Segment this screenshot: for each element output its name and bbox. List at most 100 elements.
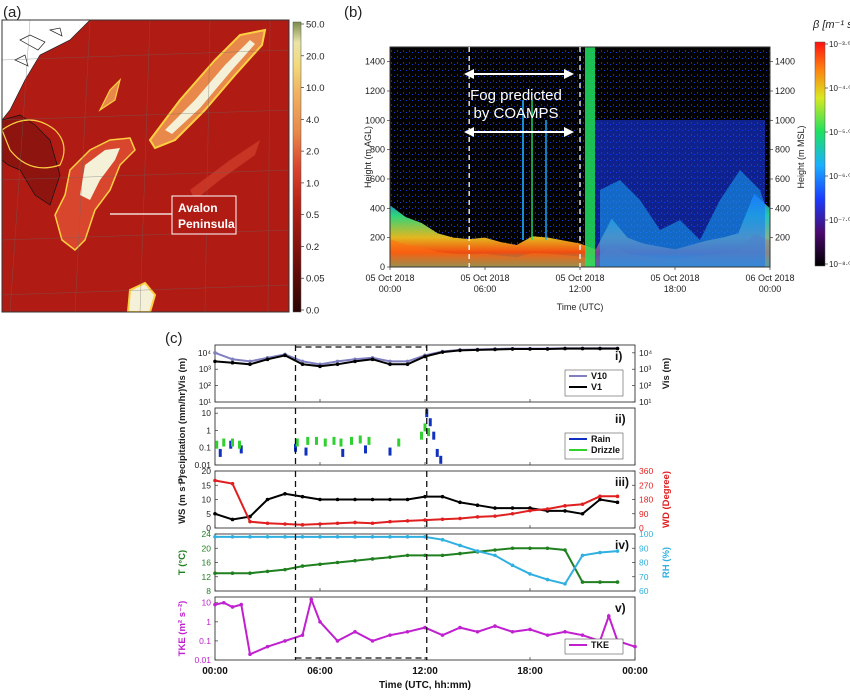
series-point-tke bbox=[405, 630, 410, 634]
series-point-rh bbox=[563, 582, 567, 586]
panel-a-label: (a) bbox=[3, 4, 21, 21]
series-point-rh bbox=[388, 535, 392, 539]
legend: TKE bbox=[564, 638, 624, 655]
series-point-drizzle bbox=[222, 438, 226, 447]
series-point-wd bbox=[318, 522, 322, 526]
series-point-wd bbox=[475, 515, 480, 519]
series-point-ws bbox=[580, 511, 585, 516]
series-point-rain bbox=[239, 445, 243, 454]
y2tick-label: 10⁴ bbox=[639, 348, 652, 358]
series-point-rain bbox=[294, 443, 297, 452]
series-point-t bbox=[615, 580, 620, 584]
series-point-wd bbox=[405, 519, 410, 523]
ylabel: WS (m s⁻¹) bbox=[177, 475, 188, 524]
lidar-xtick-date: 05 Oct 2018 bbox=[555, 273, 604, 283]
series-point-ws bbox=[528, 506, 532, 510]
series-point-rh bbox=[510, 563, 515, 568]
xtick-label: 18:00 bbox=[517, 666, 543, 677]
lidar-ytick-label: 1200 bbox=[365, 86, 385, 96]
series-point-rain bbox=[439, 455, 443, 464]
series-point-wd bbox=[335, 521, 340, 526]
series-point-drizzle bbox=[306, 436, 310, 445]
series-point-drizzle bbox=[315, 436, 318, 445]
ylabel: Vis (m) bbox=[177, 358, 188, 390]
series-point-tke bbox=[370, 639, 375, 643]
series-point-tke bbox=[239, 602, 244, 607]
series-point-ws bbox=[370, 497, 375, 502]
ytick-label: 16 bbox=[202, 558, 212, 568]
series-point-wd bbox=[598, 494, 602, 499]
series-point-tke bbox=[440, 633, 445, 637]
lidar-ytick-label: 1000 bbox=[365, 115, 385, 125]
series-point-wd bbox=[283, 522, 287, 526]
panel-c: (c) 10¹ 10¹ 10² 10² 10³ 10³ 10⁴ 10⁴ Vis (m) Vis (… bbox=[165, 330, 672, 691]
series-point-rh bbox=[300, 535, 305, 539]
series-point-rh bbox=[440, 537, 445, 542]
series-point-v1 bbox=[528, 347, 532, 351]
subplot-c-ii: 10 1 0.1 0.01 Precipitation (mm/hr) ii) RainDr… bbox=[177, 389, 636, 484]
series-point-rh bbox=[475, 549, 480, 553]
subplot-tag: iv) bbox=[615, 538, 629, 552]
lidar-ylabel: Height (m AGL) bbox=[363, 126, 373, 188]
series-point-drizzle bbox=[295, 438, 299, 447]
colorbar-a-tick-label: 10.0 bbox=[306, 83, 325, 94]
lidar-xtick-time: 00:00 bbox=[379, 284, 402, 294]
series-point-v1 bbox=[353, 359, 357, 364]
series-point-v10 bbox=[405, 359, 410, 364]
subplot-c-i: 10¹ 10¹ 10² 10² 10³ 10³ 10⁴ 10⁴ Vis (m) Vis (m) i)… bbox=[177, 344, 672, 407]
series-point-rain bbox=[432, 431, 436, 440]
lidar-xtick-date: 05 Oct 2018 bbox=[650, 273, 699, 283]
series-point-ws bbox=[615, 500, 620, 505]
series-point-tke bbox=[318, 620, 322, 624]
series-point-drizzle bbox=[215, 440, 219, 449]
series-point-v1 bbox=[335, 362, 340, 367]
ytick-label: 10¹ bbox=[199, 397, 211, 407]
fog-contour-west bbox=[2, 119, 65, 169]
y2tick-label: 60 bbox=[639, 586, 649, 596]
ytick-label: 20 bbox=[202, 466, 212, 476]
series-point-v10 bbox=[230, 357, 235, 362]
series-point-rain bbox=[341, 448, 345, 457]
series-point-tke bbox=[213, 602, 217, 607]
series-point-v1 bbox=[615, 346, 620, 351]
colorbar-a-tick-label: 0.0 bbox=[306, 306, 319, 317]
series-point-v1 bbox=[423, 354, 427, 359]
series-point-t bbox=[248, 571, 252, 575]
series-point-rh bbox=[370, 535, 375, 539]
series-point-t bbox=[335, 560, 340, 565]
ylabel: T (°C) bbox=[177, 550, 188, 575]
colorbar-a-tick-label: 0.2 bbox=[306, 242, 319, 253]
ytick-label: 10² bbox=[199, 381, 211, 391]
y2tick-label: 90 bbox=[639, 509, 649, 519]
ytick-label: 1 bbox=[206, 617, 211, 627]
y2label: Vis (m) bbox=[661, 358, 672, 390]
series-point-rh bbox=[265, 535, 270, 539]
series-point-t bbox=[265, 569, 270, 574]
xtick-label: 00:00 bbox=[202, 666, 228, 677]
series-point-rh bbox=[405, 535, 410, 539]
lidar-xtick-date: 05 Oct 2018 bbox=[365, 273, 414, 283]
lidar-fog-layer bbox=[390, 193, 770, 267]
legend-label: Rain bbox=[591, 434, 611, 444]
annotation-peninsula: Peninsula bbox=[178, 217, 235, 231]
series-point-t bbox=[353, 558, 357, 563]
series-point-drizzle bbox=[332, 436, 336, 445]
y2tick-label: 360 bbox=[639, 466, 653, 476]
land-north bbox=[2, 20, 91, 121]
colorbar-b-ticks: 10⁻³·⁰ 10⁻⁴·⁰ 10⁻⁵·⁰ 10⁻⁶·⁰ 10⁻⁷·⁰ 10⁻⁸·⁰ bbox=[825, 40, 850, 269]
map-a bbox=[2, 20, 289, 312]
series-point-t bbox=[545, 546, 550, 551]
colorbar-b-tick-label: 10⁻⁴·⁰ bbox=[829, 84, 850, 93]
series-point-v1 bbox=[248, 362, 252, 367]
xlabel: Time (UTC, hh:mm) bbox=[379, 680, 471, 691]
y2tick-label: 0 bbox=[639, 523, 644, 533]
annotation-box bbox=[171, 195, 237, 235]
series-point-wd bbox=[300, 523, 305, 527]
ytick-label: 0.01 bbox=[194, 460, 211, 470]
series-point-wd bbox=[563, 504, 567, 508]
lidar-y2tick-label: 400 bbox=[775, 203, 790, 213]
series-point-t bbox=[493, 548, 497, 552]
subplot-c-v: 10 1 0.1 0.01 TKE (m² s⁻²) v) TKE 00:00 06:00 12:… bbox=[177, 596, 648, 691]
y2tick-label: 100 bbox=[639, 529, 653, 539]
